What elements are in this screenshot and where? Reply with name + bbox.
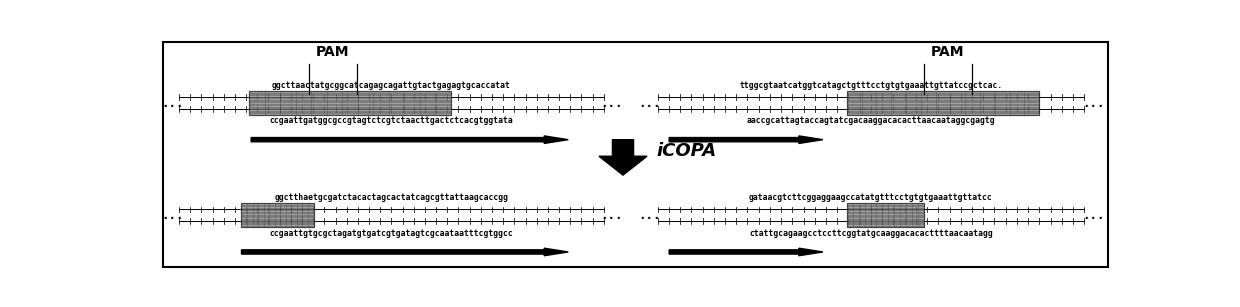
Text: gataacgtcttcggaggaagccatatgtttcctgtgtgaaattgttatcc: gataacgtcttcggaggaagccatatgtttcctgtgtgaa…: [749, 193, 993, 202]
Text: ...: ...: [161, 96, 184, 110]
Text: iCOPA: iCOPA: [657, 142, 717, 161]
Text: ...: ...: [639, 96, 661, 110]
Text: PAM: PAM: [931, 45, 965, 59]
Text: ctattgcagaagcctccttcggtatgcaaggacacacttttaacaatagg: ctattgcagaagcctccttcggtatgcaaggacacacttt…: [749, 228, 993, 238]
Bar: [242, 204, 314, 227]
Text: ccgaattgatggcgccgtagtctcgtctaacttgactctcacgtggtata: ccgaattgatggcgccgtagtctcgtctaacttgactctc…: [269, 116, 513, 125]
Text: ...: ...: [600, 96, 622, 110]
Bar: [847, 204, 924, 227]
FancyArrow shape: [670, 248, 823, 256]
FancyArrow shape: [670, 136, 823, 143]
Bar: [249, 91, 451, 115]
Text: ...: ...: [161, 209, 184, 222]
Text: ccgaattgtgcgctagatgtgatcgtgatagtcgcaataatttcgtggcc: ccgaattgtgcgctagatgtgatcgtgatagtcgcaataa…: [269, 228, 513, 238]
Text: ggctthaetgcgatctacactagcactatcagcgttattaagcaccgg: ggctthaetgcgatctacactagcactatcagcgttatta…: [274, 193, 508, 202]
Bar: [847, 91, 1039, 115]
Text: ...: ...: [1083, 209, 1105, 222]
Text: PAM: PAM: [316, 45, 350, 59]
Text: ttggcgtaatcatggtcatagctgtttcctgtgtgaaattgttatccgctcac.: ttggcgtaatcatggtcatagctgtttcctgtgtgaaatt…: [739, 81, 1003, 90]
Text: ...: ...: [1083, 96, 1105, 110]
FancyArrow shape: [250, 136, 568, 143]
FancyArrow shape: [242, 248, 568, 256]
Text: ggcttaactatgcggcatcagagcagattgtactgagagtgcaccatat: ggcttaactatgcggcatcagagcagattgtactgagagt…: [272, 81, 511, 90]
FancyArrow shape: [599, 140, 647, 175]
Text: ...: ...: [639, 209, 661, 222]
Text: aaccgcattagtaccagtatcgacaaggacacacttaacaataggcgagtg: aaccgcattagtaccagtatcgacaaggacacacttaaca…: [746, 116, 996, 125]
Text: ...: ...: [600, 209, 622, 222]
